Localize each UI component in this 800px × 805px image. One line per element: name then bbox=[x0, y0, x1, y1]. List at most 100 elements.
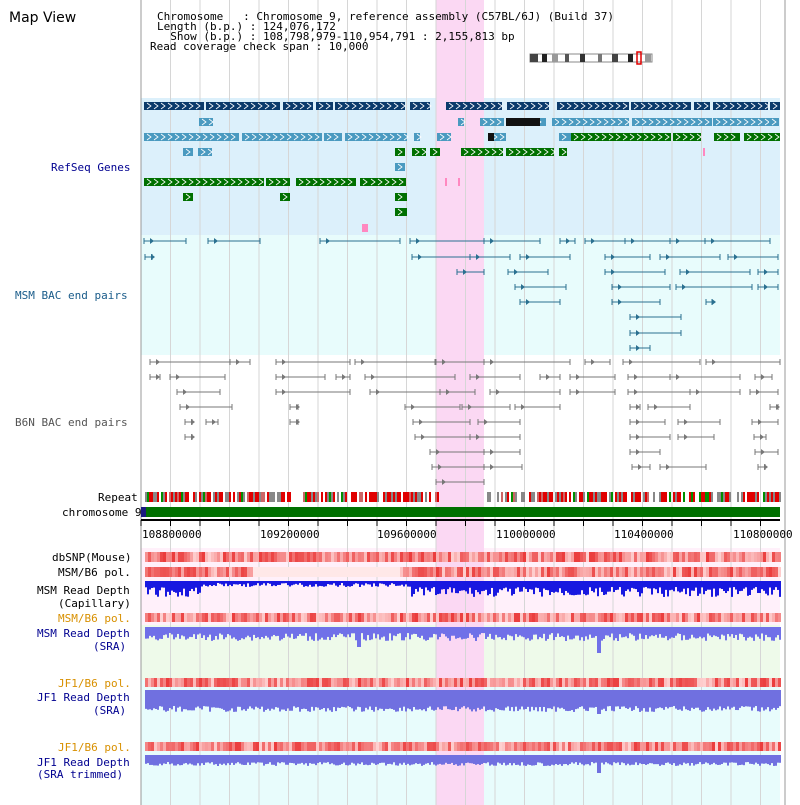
track-label-msm-depth-sra[interactable]: MSM Read Depth bbox=[37, 627, 130, 640]
polymorphism-cell bbox=[685, 552, 688, 562]
read-depth-bar bbox=[455, 627, 457, 639]
read-depth-bar bbox=[513, 627, 515, 641]
gene-direction-arrow bbox=[222, 102, 228, 110]
read-depth-bar bbox=[543, 690, 545, 707]
repeat-element bbox=[201, 492, 203, 502]
read-depth-bar bbox=[669, 627, 671, 639]
polymorphism-cell bbox=[259, 567, 262, 577]
bac-end-marker bbox=[576, 389, 580, 395]
read-depth-bar bbox=[601, 581, 603, 592]
repeat-element bbox=[725, 492, 727, 502]
polymorphism-cell bbox=[487, 678, 490, 687]
track-label-jf1-depth-sra[interactable]: JF1 Read Depth bbox=[37, 691, 130, 704]
polymorphism-cell bbox=[262, 613, 265, 622]
read-depth-bar bbox=[433, 581, 435, 588]
read-depth-bar bbox=[607, 755, 609, 764]
track-label-b6n-bac[interactable]: B6N BAC end pairs bbox=[15, 416, 128, 429]
track-label-chromosome[interactable]: chromosome 9 bbox=[62, 506, 142, 519]
polymorphism-cell bbox=[265, 552, 268, 562]
polymorphism-cell bbox=[544, 567, 547, 577]
read-depth-bar bbox=[275, 755, 277, 766]
repeat-element bbox=[711, 492, 713, 502]
read-depth-bar bbox=[237, 627, 239, 641]
track-label-refseq[interactable]: RefSeq Genes bbox=[51, 161, 131, 174]
polymorphism-cell bbox=[340, 567, 343, 577]
read-depth-bar bbox=[541, 627, 543, 639]
track-label-jf1-b6-pol[interactable]: JF1/B6 pol. bbox=[58, 677, 131, 690]
polymorphism-cell bbox=[196, 678, 199, 687]
read-depth-bar bbox=[393, 627, 395, 636]
polymorphism-cell bbox=[748, 552, 751, 562]
read-depth-bar bbox=[471, 581, 473, 594]
track-label-msm-b6-pol-2[interactable]: MSM/B6 pol. bbox=[58, 612, 131, 625]
track-label-jf1-b6-pol-2[interactable]: JF1/B6 pol. bbox=[58, 741, 131, 754]
bac-end-marker bbox=[756, 389, 760, 395]
track-label-dbsnp[interactable]: dbSNP(Mouse) bbox=[52, 551, 132, 564]
read-depth-bar bbox=[495, 627, 497, 635]
repeat-element bbox=[437, 492, 439, 502]
read-depth-bar bbox=[565, 755, 567, 765]
polymorphism-cell bbox=[709, 613, 712, 622]
read-depth-bar bbox=[423, 755, 425, 765]
repeat-element bbox=[661, 492, 663, 502]
read-depth-bar bbox=[443, 581, 445, 590]
read-depth-bar bbox=[245, 755, 247, 765]
gene-direction-arrow bbox=[455, 102, 461, 110]
read-depth-bar bbox=[529, 690, 531, 712]
polymorphism-cell bbox=[691, 613, 694, 622]
read-depth-bar bbox=[253, 581, 255, 586]
polymorphism-cell bbox=[334, 678, 337, 687]
polymorphism-cell bbox=[700, 742, 703, 751]
polymorphism-cell bbox=[484, 613, 487, 622]
read-depth-bar bbox=[297, 581, 299, 585]
read-depth-bar bbox=[285, 690, 287, 712]
read-depth-bar bbox=[185, 627, 187, 640]
read-depth-bar bbox=[501, 690, 503, 711]
read-depth-bar bbox=[193, 690, 195, 711]
track-label-msm-depth-cap[interactable]: MSM Read Depth bbox=[37, 584, 130, 597]
gene-direction-arrow bbox=[499, 133, 505, 141]
axis-tick-label: 110000000 bbox=[496, 528, 556, 541]
read-depth-bar bbox=[427, 690, 429, 708]
polymorphism-cell bbox=[415, 678, 418, 687]
polymorphism-cell bbox=[658, 552, 661, 562]
read-depth-bar bbox=[743, 690, 745, 707]
read-depth-bar bbox=[591, 690, 593, 708]
polymorphism-cell bbox=[445, 678, 448, 687]
gene-feature bbox=[769, 118, 779, 126]
read-depth-bar bbox=[273, 627, 275, 635]
read-depth-bar bbox=[649, 627, 651, 637]
polymorphism-cell bbox=[358, 742, 361, 751]
read-depth-bar bbox=[453, 581, 455, 589]
read-depth-bar bbox=[471, 627, 473, 635]
read-depth-bar bbox=[507, 627, 509, 635]
gene-feature bbox=[283, 102, 313, 110]
track-label-msm-b6-pol[interactable]: MSM/B6 pol. bbox=[58, 566, 131, 579]
read-depth-bar bbox=[609, 581, 611, 592]
track-label-msm-bac[interactable]: MSM BAC end pairs bbox=[15, 289, 128, 302]
read-depth-bar bbox=[313, 755, 315, 764]
bac-end-marker bbox=[156, 359, 160, 365]
gene-direction-arrow bbox=[146, 102, 152, 110]
read-depth-bar bbox=[471, 690, 473, 712]
polymorphism-cell bbox=[526, 567, 529, 577]
read-depth-bar bbox=[473, 755, 475, 764]
repeat-element bbox=[663, 492, 665, 502]
read-depth-bar bbox=[481, 755, 483, 764]
polymorphism-cell bbox=[148, 678, 151, 687]
read-depth-bar bbox=[285, 755, 287, 765]
read-depth-bar bbox=[273, 690, 275, 710]
repeat-element bbox=[317, 492, 319, 502]
read-depth-bar bbox=[185, 755, 187, 764]
read-depth-bar bbox=[395, 690, 397, 712]
repeat-element bbox=[563, 492, 565, 502]
track-label-jf1-depth-trim[interactable]: JF1 Read Depth bbox=[37, 756, 130, 769]
polymorphism-cell bbox=[409, 567, 412, 577]
track-label-repeat[interactable]: Repeat bbox=[98, 491, 138, 504]
read-depth-bar bbox=[525, 627, 527, 640]
polymorphism-cell bbox=[595, 567, 598, 577]
read-depth-bar bbox=[433, 755, 435, 765]
read-depth-bar bbox=[541, 581, 543, 597]
polymorphism-cell bbox=[382, 613, 385, 622]
